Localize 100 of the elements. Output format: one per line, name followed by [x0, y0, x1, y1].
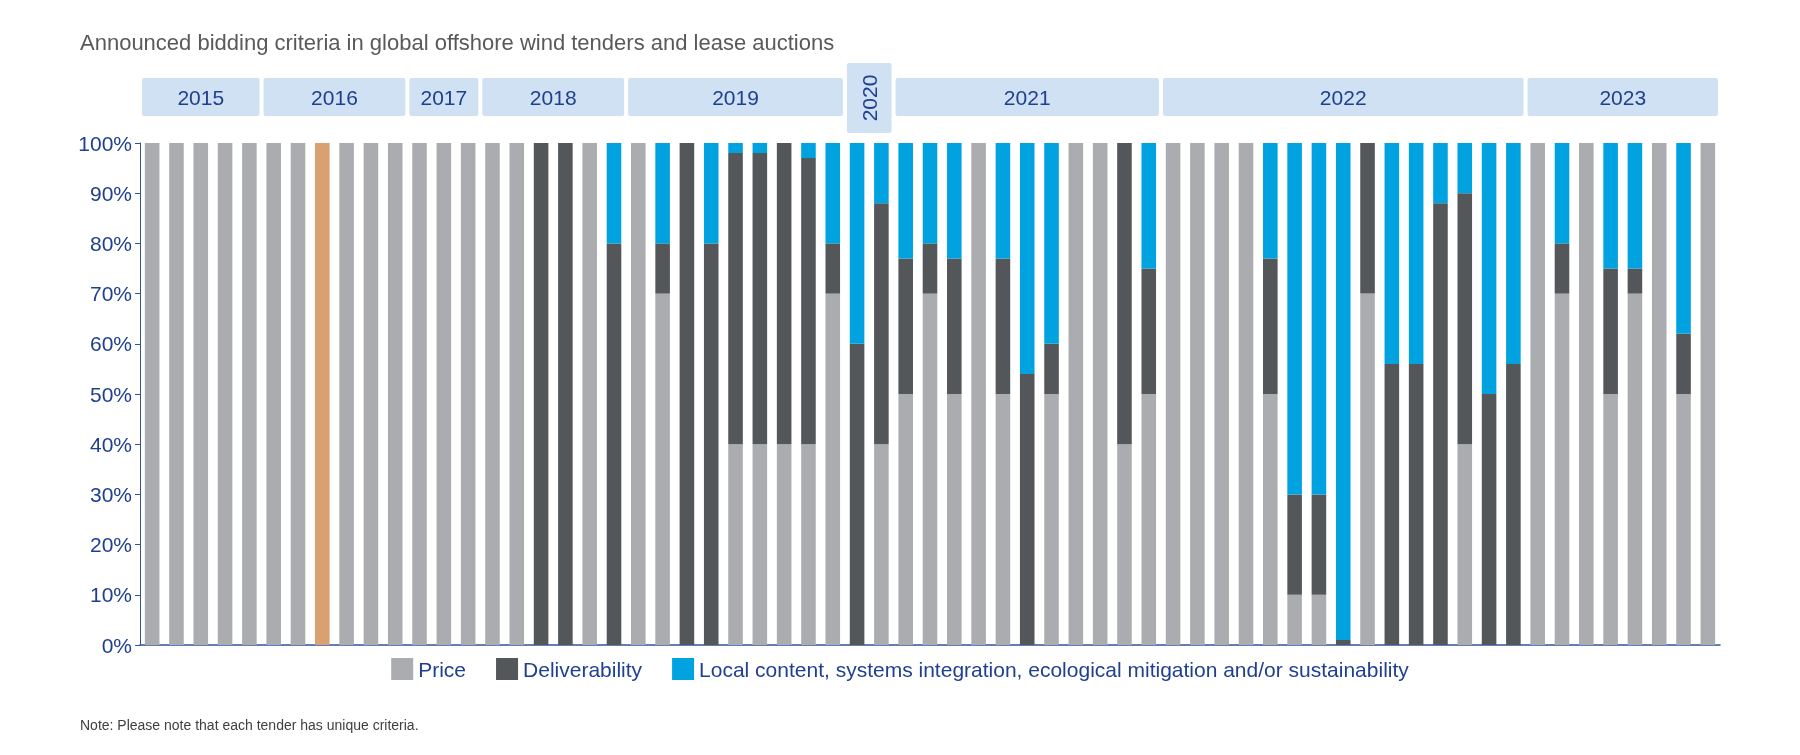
bar	[728, 143, 743, 154]
bar	[995, 258, 1011, 394]
bar	[1481, 394, 1497, 645]
y-tick-label: 30%	[89, 482, 132, 506]
bar	[1117, 143, 1132, 445]
bar	[1481, 143, 1497, 394]
bar	[436, 143, 452, 645]
bar	[1457, 143, 1473, 194]
text: 2022	[1319, 85, 1367, 109]
text: Note: Please note that each tender has unique criteria.	[80, 717, 419, 733]
bar	[752, 153, 768, 445]
bar	[1579, 143, 1594, 645]
chart-title: Announced bidding criteria in global offshore wind tenders and lease auctions	[80, 29, 835, 55]
text: 2015	[177, 85, 225, 109]
bar	[947, 143, 962, 259]
bar	[1141, 143, 1157, 269]
bar	[898, 394, 913, 645]
text: 2018	[529, 85, 577, 109]
bar	[947, 394, 962, 645]
bar	[922, 243, 938, 294]
y-tick-label: 50%	[89, 382, 132, 406]
bar	[1530, 143, 1545, 645]
text: 2019	[712, 85, 759, 109]
bar	[266, 143, 281, 645]
bar	[1117, 444, 1132, 645]
bar	[728, 153, 743, 445]
bar	[339, 143, 354, 645]
bar	[971, 143, 986, 645]
bar	[1311, 594, 1327, 645]
bar	[1651, 143, 1667, 645]
bar	[1676, 333, 1691, 394]
bar	[1287, 143, 1302, 495]
bar	[169, 143, 184, 645]
bar	[460, 143, 476, 645]
bar	[1627, 143, 1643, 269]
bar	[898, 143, 913, 259]
bar	[509, 143, 525, 645]
y-tick-label: 0%	[101, 633, 132, 657]
bar	[1384, 143, 1400, 364]
bar	[1311, 494, 1327, 595]
bar	[874, 444, 889, 645]
bar	[1506, 363, 1521, 645]
bar	[1554, 293, 1570, 645]
bar	[363, 143, 379, 645]
bar	[1092, 143, 1108, 645]
bar	[801, 158, 816, 445]
bar	[874, 143, 889, 204]
bar	[242, 143, 257, 645]
bar	[533, 143, 549, 645]
bar	[1238, 143, 1254, 645]
bar	[1360, 293, 1375, 645]
bar	[193, 143, 209, 645]
bar	[995, 143, 1011, 259]
bar	[922, 143, 938, 244]
text: 2020	[857, 74, 881, 122]
bar	[825, 143, 841, 244]
bar	[752, 143, 768, 154]
bar	[1384, 363, 1400, 645]
bar	[217, 143, 233, 645]
bar	[582, 143, 597, 645]
bar	[801, 143, 816, 159]
bar	[1408, 143, 1424, 364]
bar	[1457, 193, 1473, 445]
bar	[1433, 203, 1448, 645]
bar	[485, 143, 500, 645]
bar	[1603, 394, 1618, 645]
bar	[1627, 293, 1643, 645]
text: 2023	[1599, 85, 1647, 109]
bar	[703, 243, 719, 645]
bar	[801, 444, 816, 645]
bar	[898, 258, 913, 394]
bar	[655, 143, 670, 244]
bar	[1214, 143, 1229, 645]
y-tick-label: 40%	[89, 432, 132, 456]
bar	[1068, 143, 1084, 645]
bar	[1044, 143, 1059, 344]
bar	[315, 143, 330, 645]
bar	[1263, 143, 1278, 259]
bar	[1627, 268, 1643, 294]
bar	[825, 243, 841, 294]
y-tick-label: 100%	[78, 131, 132, 155]
y-tick-label: 20%	[89, 533, 132, 557]
bar	[1141, 268, 1157, 394]
bar	[387, 143, 403, 645]
legend-label: Deliverability	[523, 657, 643, 681]
bar	[922, 293, 938, 645]
bar	[1360, 143, 1375, 294]
bar	[995, 394, 1011, 645]
bar	[412, 143, 427, 645]
bar	[1019, 143, 1035, 374]
legend-label: Price	[418, 657, 467, 681]
bar	[1019, 373, 1035, 645]
bar	[1141, 394, 1157, 645]
bar	[1700, 143, 1716, 645]
y-tick-label: 90%	[89, 181, 132, 205]
text: 2017	[420, 85, 468, 109]
text: 2021	[1003, 85, 1051, 109]
bar	[703, 143, 719, 244]
bar	[655, 293, 670, 645]
y-tick-label: 10%	[89, 583, 132, 607]
